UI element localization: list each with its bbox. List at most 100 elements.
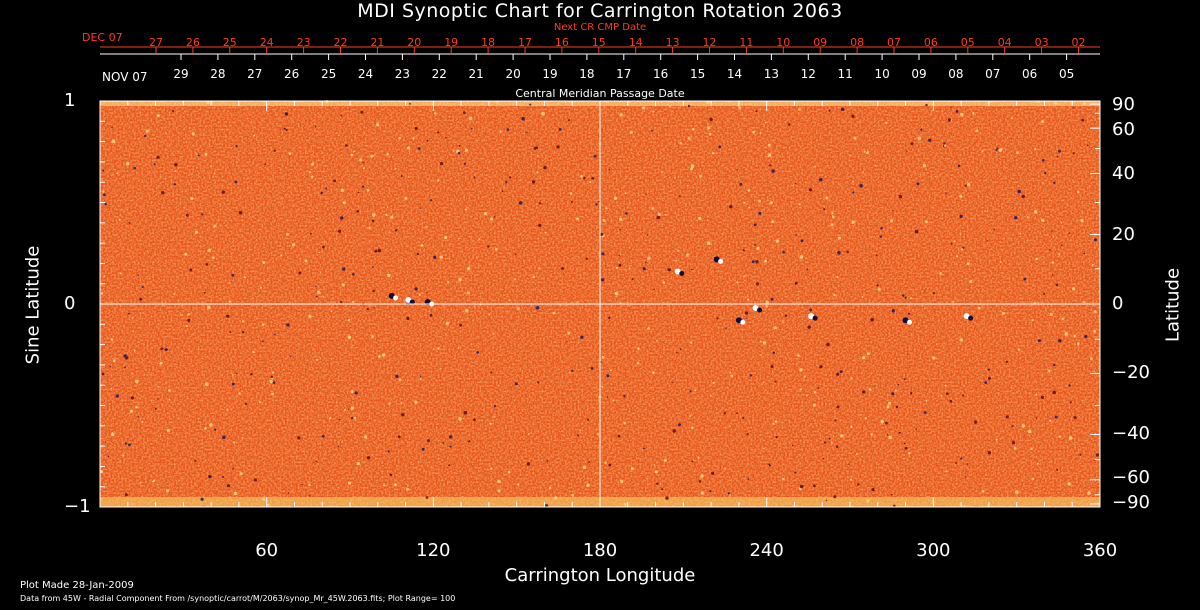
map-speckle — [977, 306, 981, 310]
map-speckle — [1072, 152, 1075, 155]
active-region — [393, 295, 399, 301]
map-speckle — [532, 275, 536, 279]
y-axis-label: Sine Latitude — [22, 245, 44, 365]
map-speckle — [548, 486, 552, 489]
map-speckle — [924, 220, 928, 224]
active-region — [907, 319, 913, 325]
map-speckle — [386, 206, 389, 208]
map-speckle — [690, 167, 693, 171]
map-speckle — [966, 463, 969, 465]
map-speckle — [112, 359, 116, 363]
map-speckle — [906, 150, 908, 152]
map-speckle — [712, 381, 715, 385]
map-speckle — [231, 374, 234, 376]
map-speckle — [767, 143, 771, 147]
x-tick-label: 180 — [582, 540, 618, 561]
map-speckle — [395, 167, 397, 170]
map-speckle — [338, 418, 341, 421]
map-speckle — [723, 412, 727, 415]
map-speckle — [910, 297, 912, 300]
map-speckle — [137, 416, 139, 418]
map-speckle — [1071, 287, 1076, 291]
active-region — [740, 319, 746, 325]
map-speckle — [691, 460, 694, 463]
next-cr-day-label: 18 — [481, 36, 496, 49]
cmp-day-label: 27 — [247, 67, 263, 81]
map-speckle — [385, 213, 388, 216]
map-speckle — [319, 272, 322, 274]
map-speckle — [830, 223, 834, 227]
next-cr-day-label: 04 — [997, 36, 1012, 49]
map-speckle — [464, 208, 467, 211]
map-speckle — [165, 132, 167, 135]
map-speckle — [161, 191, 165, 195]
map-speckle — [1058, 149, 1061, 153]
map-speckle — [943, 144, 947, 147]
map-speckle — [1060, 222, 1063, 224]
map-speckle — [981, 150, 984, 153]
map-speckle — [1069, 401, 1072, 404]
latitude-tick-label: 40 — [1112, 162, 1135, 184]
map-speckle — [1093, 310, 1097, 313]
next-cr-day-label: 25 — [222, 36, 237, 49]
map-speckle — [947, 118, 952, 122]
map-speckle — [445, 136, 447, 139]
map-speckle — [1084, 334, 1088, 339]
map-speckle — [414, 126, 418, 131]
map-speckle — [350, 153, 354, 157]
map-speckle — [691, 127, 695, 131]
map-speckle — [271, 371, 275, 374]
map-speckle — [601, 278, 605, 282]
map-speckle — [173, 293, 176, 295]
map-speckle — [226, 314, 230, 318]
map-speckle — [271, 392, 275, 396]
map-speckle — [554, 496, 558, 500]
map-speckle — [795, 182, 797, 185]
map-speckle — [792, 184, 795, 187]
map-speckle — [987, 376, 991, 380]
map-speckle — [765, 305, 768, 308]
map-speckle — [1017, 189, 1021, 194]
map-speckle — [458, 145, 461, 147]
map-speckle — [797, 354, 800, 357]
map-speckle — [508, 299, 511, 302]
map-speckle — [891, 392, 895, 396]
map-speckle — [1073, 416, 1077, 420]
map-speckle — [356, 461, 361, 466]
map-speckle — [1090, 357, 1093, 361]
map-speckle — [128, 312, 130, 315]
map-speckle — [1030, 447, 1033, 451]
active-region — [388, 292, 395, 299]
map-speckle — [353, 416, 357, 420]
map-speckle — [231, 382, 235, 386]
map-speckle — [371, 219, 375, 223]
next-cr-month: DEC 07 — [82, 31, 123, 44]
map-speckle — [812, 403, 817, 407]
map-speckle — [769, 464, 771, 467]
map-speckle — [318, 251, 321, 254]
map-speckle — [855, 453, 858, 456]
map-speckle — [516, 307, 520, 311]
map-speckle — [405, 379, 407, 381]
map-speckle — [181, 314, 183, 316]
map-speckle — [238, 392, 241, 395]
map-speckle — [1013, 446, 1017, 450]
map-speckle — [442, 442, 445, 444]
map-speckle — [890, 493, 893, 496]
map-speckle — [207, 305, 211, 310]
map-speckle — [544, 231, 547, 234]
map-speckle — [923, 411, 927, 414]
map-speckle — [289, 355, 292, 357]
map-speckle — [995, 149, 998, 152]
map-speckle — [1041, 120, 1044, 123]
map-speckle — [593, 154, 597, 158]
map-speckle — [440, 162, 444, 166]
map-speckle — [736, 169, 738, 171]
map-speckle — [190, 197, 194, 201]
map-speckle — [1068, 232, 1070, 234]
map-speckle — [962, 246, 965, 249]
map-speckle — [173, 183, 176, 186]
map-speckle — [619, 113, 623, 117]
map-speckle — [674, 176, 676, 179]
map-speckle — [784, 314, 788, 317]
